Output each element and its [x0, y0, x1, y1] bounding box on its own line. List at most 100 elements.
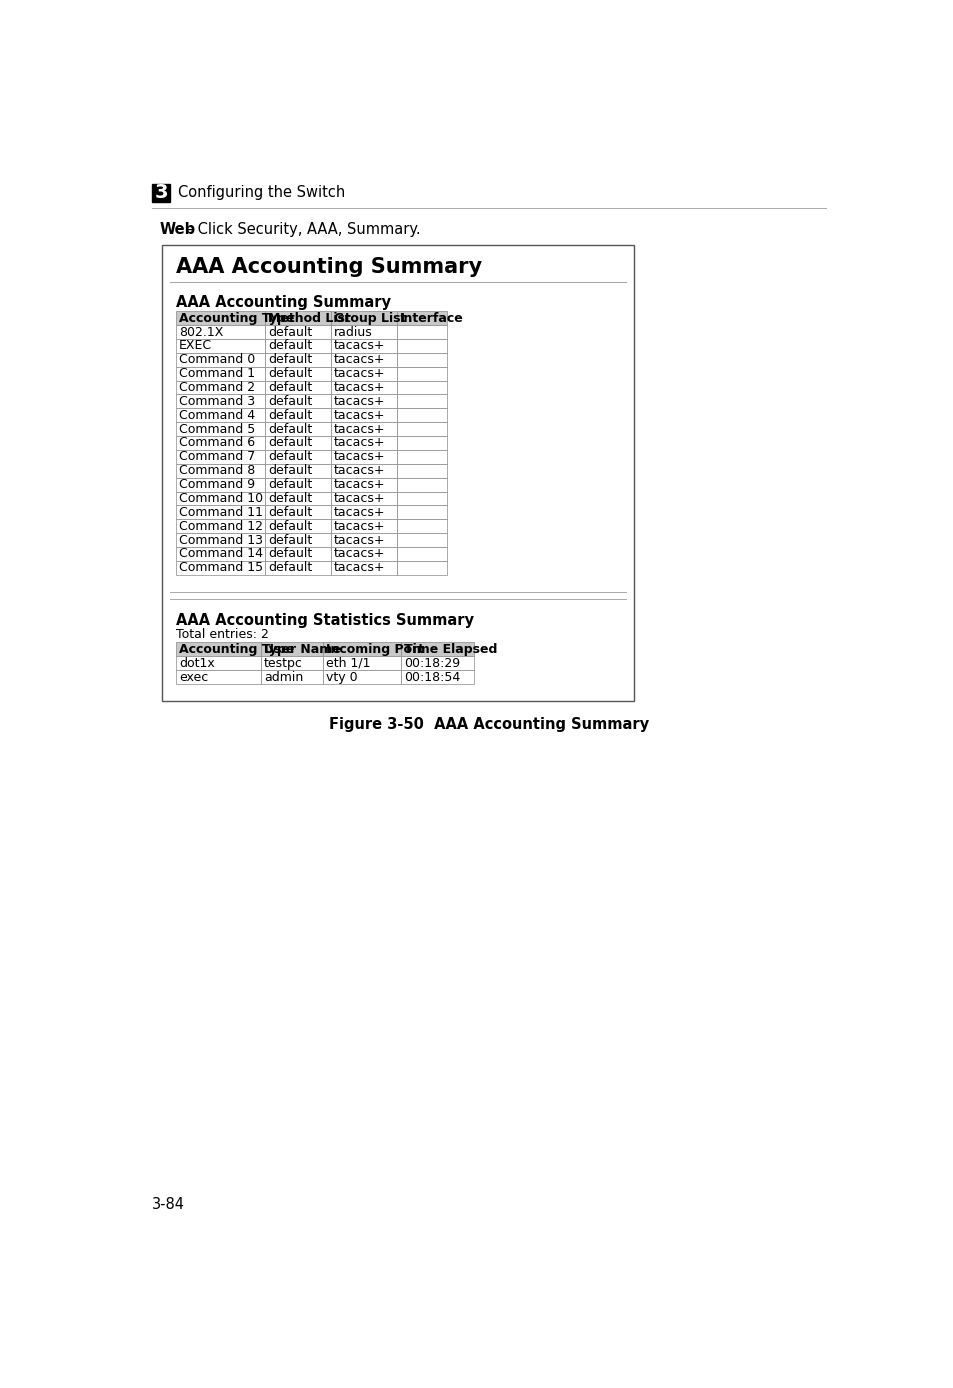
Text: tacacs+: tacacs+ [334, 464, 385, 477]
Bar [261, 643, 323, 657]
Bar [175, 353, 265, 366]
Bar [331, 353, 396, 366]
Text: Accounting Type: Accounting Type [179, 312, 294, 325]
Bar [396, 366, 447, 380]
Bar [175, 547, 265, 561]
Bar [396, 436, 447, 450]
Text: Command 7: Command 7 [179, 450, 254, 464]
Bar [400, 643, 474, 657]
Text: – Click Security, AAA, Summary.: – Click Security, AAA, Summary. [181, 222, 420, 237]
Text: default: default [268, 505, 312, 519]
Bar [331, 311, 396, 325]
Bar [396, 533, 447, 547]
Text: Command 9: Command 9 [179, 477, 254, 491]
Text: vty 0: vty 0 [326, 670, 357, 683]
Text: tacacs+: tacacs+ [334, 436, 385, 450]
Text: Command 12: Command 12 [179, 519, 263, 533]
Bar [396, 505, 447, 519]
Text: admin: admin [264, 670, 303, 683]
Bar [175, 657, 261, 670]
Bar [265, 450, 331, 464]
Text: tacacs+: tacacs+ [334, 533, 385, 547]
Text: Web: Web [159, 222, 195, 237]
Text: radius: radius [334, 326, 373, 339]
Text: AAA Accounting Summary: AAA Accounting Summary [175, 257, 481, 276]
Text: Command 11: Command 11 [179, 505, 263, 519]
Bar [265, 477, 331, 491]
Bar [331, 561, 396, 575]
Bar [331, 450, 396, 464]
Text: 3-84: 3-84 [152, 1196, 185, 1212]
Text: Method List: Method List [268, 312, 351, 325]
Bar [396, 408, 447, 422]
Text: EXEC: EXEC [179, 340, 212, 353]
Text: tacacs+: tacacs+ [334, 422, 385, 436]
Bar [396, 325, 447, 339]
Bar [396, 339, 447, 353]
Text: Command 0: Command 0 [179, 354, 254, 366]
Text: tacacs+: tacacs+ [334, 491, 385, 505]
Bar [331, 505, 396, 519]
Text: default: default [268, 491, 312, 505]
Text: default: default [268, 368, 312, 380]
Bar [265, 547, 331, 561]
Bar [175, 643, 261, 657]
Text: default: default [268, 409, 312, 422]
Text: default: default [268, 464, 312, 477]
Text: Incoming Port: Incoming Port [326, 643, 424, 657]
Bar [400, 670, 474, 684]
Bar [331, 477, 396, 491]
Text: default: default [268, 326, 312, 339]
Bar [175, 464, 265, 477]
Bar [331, 533, 396, 547]
Text: default: default [268, 547, 312, 561]
Text: AAA Accounting Statistics Summary: AAA Accounting Statistics Summary [175, 612, 474, 627]
Text: Command 2: Command 2 [179, 382, 254, 394]
Text: Command 15: Command 15 [179, 561, 263, 575]
Bar [265, 464, 331, 477]
Bar [331, 519, 396, 533]
Bar [175, 366, 265, 380]
Bar [265, 519, 331, 533]
Text: default: default [268, 561, 312, 575]
Bar [396, 519, 447, 533]
Text: Configuring the Switch: Configuring the Switch [178, 185, 345, 200]
Text: testpc: testpc [264, 657, 303, 670]
Text: Time Elapsed: Time Elapsed [403, 643, 497, 657]
Bar [323, 643, 400, 657]
Text: Group List: Group List [334, 312, 406, 325]
Bar [396, 450, 447, 464]
Text: default: default [268, 436, 312, 450]
Bar [265, 339, 331, 353]
Bar [261, 657, 323, 670]
Text: tacacs+: tacacs+ [334, 340, 385, 353]
Text: dot1x: dot1x [179, 657, 214, 670]
Text: Interface: Interface [399, 312, 463, 325]
Text: default: default [268, 450, 312, 464]
Bar [396, 394, 447, 408]
Bar [396, 477, 447, 491]
Bar [265, 561, 331, 575]
Bar [175, 325, 265, 339]
Bar [175, 670, 261, 684]
Bar [265, 533, 331, 547]
Text: default: default [268, 340, 312, 353]
Bar [265, 394, 331, 408]
Bar [175, 339, 265, 353]
Bar [162, 246, 633, 701]
Bar [396, 422, 447, 436]
Text: Command 13: Command 13 [179, 533, 263, 547]
Bar [331, 408, 396, 422]
Text: tacacs+: tacacs+ [334, 505, 385, 519]
Bar [323, 670, 400, 684]
Bar [331, 394, 396, 408]
Bar [175, 519, 265, 533]
Bar [261, 670, 323, 684]
Bar [265, 325, 331, 339]
Text: 00:18:54: 00:18:54 [403, 670, 459, 683]
Bar [175, 394, 265, 408]
Text: User Name: User Name [264, 643, 340, 657]
Bar [175, 561, 265, 575]
Text: tacacs+: tacacs+ [334, 519, 385, 533]
Text: 802.1X: 802.1X [179, 326, 223, 339]
